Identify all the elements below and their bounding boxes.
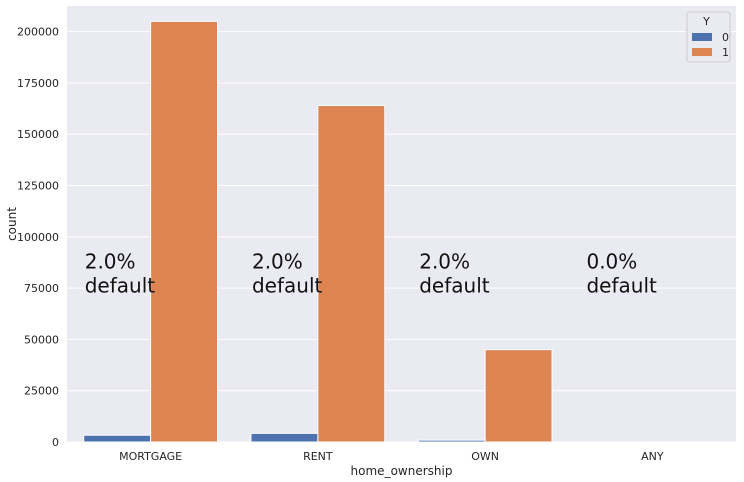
y-tick-label: 0 — [52, 436, 59, 449]
annotation-any: 0.0% default — [586, 250, 657, 298]
annotation-own: 2.0% default — [419, 250, 490, 298]
annotation-line2: default — [586, 274, 657, 298]
legend-entry-0: 0 — [722, 31, 729, 44]
bar-own-series-1 — [484, 349, 553, 443]
annotation-mortgage: 2.0% default — [85, 250, 156, 298]
annotation-line1: 2.0% — [85, 250, 136, 274]
y-tick-label: 200000 — [17, 26, 59, 39]
bar-own-series-0 — [417, 439, 486, 443]
bars — [83, 20, 720, 443]
y-tick-label: 25000 — [24, 385, 59, 398]
y-tick-label: 175000 — [17, 77, 59, 90]
x-tick-label: OWN — [471, 450, 499, 463]
legend-swatch-0 — [692, 33, 712, 41]
legend-entry-1: 1 — [722, 46, 729, 59]
annotation-line2: default — [419, 274, 490, 298]
bar-mortgage-series-0 — [83, 434, 152, 443]
annotation-line1: 2.0% — [419, 250, 470, 274]
annotation-line1: 0.0% — [586, 250, 637, 274]
x-tick-label: MORTGAGE — [119, 450, 182, 463]
legend: Y 0 1 — [686, 11, 731, 63]
legend-swatch-1 — [692, 48, 712, 56]
x-tick-label: ANY — [641, 450, 664, 463]
bar-rent-series-0 — [250, 432, 319, 443]
y-tick-label: 125000 — [17, 180, 59, 193]
annotation-line2: default — [252, 274, 323, 298]
annotation-line1: 2.0% — [252, 250, 303, 274]
y-axis-ticks: 0 25000 50000 75000 100000 125000 150000 175000… — [17, 26, 59, 449]
y-tick-label: 50000 — [24, 333, 59, 346]
annotation-rent: 2.0% default — [252, 250, 323, 298]
y-tick-label: 150000 — [17, 128, 59, 141]
y-tick-label: 100000 — [17, 231, 59, 244]
x-axis-ticks: MORTGAGE RENT OWN ANY — [119, 450, 664, 463]
annotation-line2: default — [85, 274, 156, 298]
x-axis-label: home_ownership — [351, 464, 453, 478]
legend-title: Y — [702, 15, 710, 28]
y-tick-label: 75000 — [24, 282, 59, 295]
bar-rent-series-1 — [317, 105, 386, 443]
x-tick-label: RENT — [303, 450, 333, 463]
y-axis-label: count — [5, 207, 19, 241]
bar-mortgage-series-1 — [150, 20, 219, 443]
